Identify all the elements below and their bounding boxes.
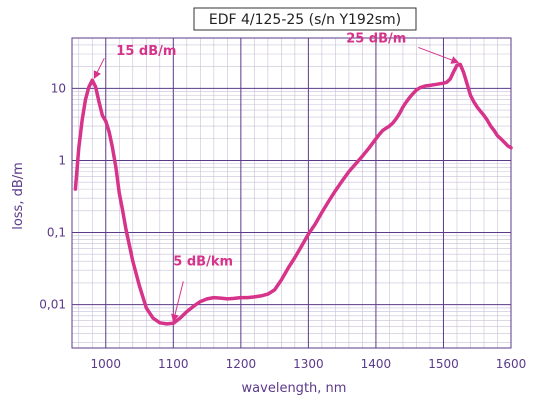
plot-frame [71, 37, 512, 349]
y-tick-label: 1 [58, 153, 66, 167]
x-axis-tick-labels: 1000 1100 1200 1300 1400 1500 1600 [90, 357, 526, 371]
y-axis-label: loss, dB/m [11, 162, 26, 230]
y-tick-label: 0,01 [39, 298, 66, 312]
title-box [193, 7, 417, 31]
annotation-label: 5 dB/km [173, 254, 233, 269]
x-tick-label: 1600 [496, 357, 527, 371]
x-axis-label: wavelength, nm [242, 381, 347, 396]
x-tick-label: 1400 [361, 357, 392, 371]
annotation-layer: 15 dB/m 5 dB/km 25 dB/m [93, 31, 460, 323]
annotation-label: 15 dB/m [116, 44, 176, 59]
annotation-arrow [171, 281, 184, 323]
annotation-label: 25 dB/m [346, 31, 406, 46]
loss-series-line [73, 62, 513, 326]
annotation-arrow [93, 57, 105, 80]
chart-title: EDF 4/125-25 (s/n Y192sm) [209, 12, 401, 28]
x-tick-label: 1500 [428, 357, 459, 371]
minor-grid [72, 38, 511, 348]
x-tick-label: 1200 [226, 357, 257, 371]
x-tick-label: 1000 [90, 357, 121, 371]
x-tick-label: 1100 [158, 357, 189, 371]
series-layer [73, 62, 513, 326]
y-axis-tick-labels: 10 1 0,1 0,01 [39, 81, 66, 311]
y-tick-label: 10 [51, 81, 66, 95]
x-tick-label: 1300 [293, 357, 324, 371]
annotation-arrow [418, 46, 460, 64]
y-tick-label: 0,1 [47, 226, 66, 240]
